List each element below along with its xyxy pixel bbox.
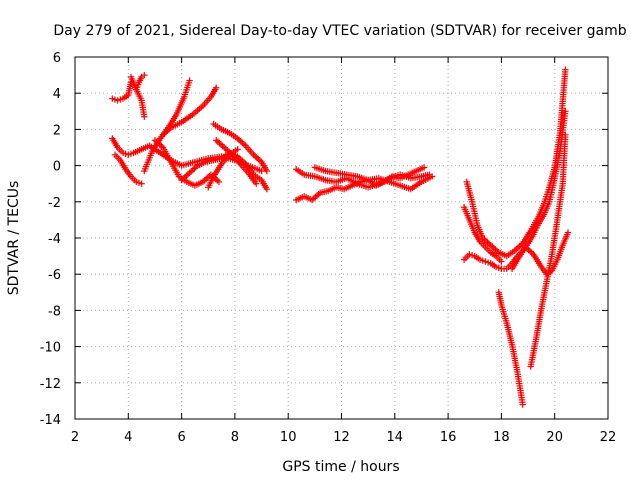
series-arc-16 xyxy=(463,66,569,260)
data-point xyxy=(263,185,271,193)
data-point xyxy=(219,142,226,150)
data-point xyxy=(263,167,271,175)
series-arc-20 xyxy=(508,229,572,278)
series-arc-10 xyxy=(210,120,271,175)
data-point xyxy=(187,168,195,175)
data-point xyxy=(519,401,526,408)
data-point xyxy=(564,229,572,236)
y-tick-label: -10 xyxy=(40,341,61,356)
data-point xyxy=(213,84,220,91)
data-point xyxy=(428,173,436,180)
series-arc-3 xyxy=(133,71,148,93)
x-tick-label: 14 xyxy=(387,430,404,445)
series-arc-7 xyxy=(159,84,220,139)
data-point xyxy=(526,248,534,255)
x-tick-label: 16 xyxy=(440,430,457,445)
plot-frame xyxy=(74,56,609,420)
data-point xyxy=(189,166,196,174)
data-point xyxy=(251,152,259,160)
x-tick-label: 18 xyxy=(493,430,510,445)
data-point xyxy=(213,137,220,144)
data-point xyxy=(514,244,522,251)
data-point xyxy=(240,141,248,148)
data-point xyxy=(191,165,198,172)
y-tick-label: 0 xyxy=(53,160,61,175)
data-point xyxy=(138,180,145,187)
data-point xyxy=(184,171,192,178)
data-point xyxy=(239,139,246,146)
data-point xyxy=(255,155,262,163)
data-point xyxy=(492,246,499,253)
y-tick-label: 6 xyxy=(53,51,61,66)
chart-title: Day 279 of 2021, Sidereal Day-to-day VTE… xyxy=(53,23,626,39)
data-point xyxy=(562,108,569,115)
data-point xyxy=(234,146,241,153)
data-point xyxy=(141,71,148,79)
data-point xyxy=(562,66,569,73)
data-point xyxy=(214,138,222,145)
series-arc-21 xyxy=(527,131,569,370)
data-point xyxy=(562,131,569,139)
y-tick-label: -8 xyxy=(48,304,61,319)
data-point xyxy=(183,172,190,179)
data-points xyxy=(109,66,572,408)
data-point xyxy=(221,144,228,151)
series-arc-15 xyxy=(311,164,436,193)
x-tick-label: 22 xyxy=(600,430,617,445)
x-tick-label: 12 xyxy=(333,430,350,445)
series-arc-1 xyxy=(109,79,135,104)
y-tick-label: 4 xyxy=(53,87,61,102)
data-point xyxy=(420,164,428,171)
series-arc-18 xyxy=(460,204,505,265)
data-point xyxy=(141,113,148,120)
series-arc-12 xyxy=(205,146,241,191)
y-tick-label: 2 xyxy=(53,123,61,138)
data-point xyxy=(310,195,317,202)
data-point xyxy=(237,138,244,145)
series-arc-5 xyxy=(111,151,145,187)
y-tick-label: -2 xyxy=(48,196,61,211)
series-arc-19 xyxy=(495,289,526,408)
x-axis-label: GPS time / hours xyxy=(282,459,399,475)
y-tick-label: -6 xyxy=(48,268,61,283)
data-point xyxy=(186,169,193,177)
data-point xyxy=(215,178,223,186)
series-arc-14 xyxy=(292,164,428,204)
y-tick-label: -12 xyxy=(40,377,61,392)
data-point xyxy=(498,258,505,265)
data-point xyxy=(313,192,321,199)
x-tick-label: 2 xyxy=(71,430,79,445)
data-point xyxy=(186,77,193,84)
data-point xyxy=(253,154,260,161)
data-point xyxy=(216,139,223,147)
series-arc-17 xyxy=(460,108,569,272)
data-point xyxy=(217,141,225,148)
y-axis-label: SDTVAR / TECUs xyxy=(6,181,22,296)
x-tick-label: 10 xyxy=(280,430,297,445)
x-tick-label: 8 xyxy=(231,430,239,445)
y-tick-label: -14 xyxy=(40,413,61,428)
series-arc-8 xyxy=(151,137,223,189)
x-tick-label: 20 xyxy=(546,430,563,445)
x-tick-label: 4 xyxy=(124,430,132,445)
x-tick-label: 6 xyxy=(177,430,185,445)
data-point xyxy=(253,180,260,187)
grid xyxy=(75,57,608,419)
y-tick-label: -4 xyxy=(48,232,61,247)
